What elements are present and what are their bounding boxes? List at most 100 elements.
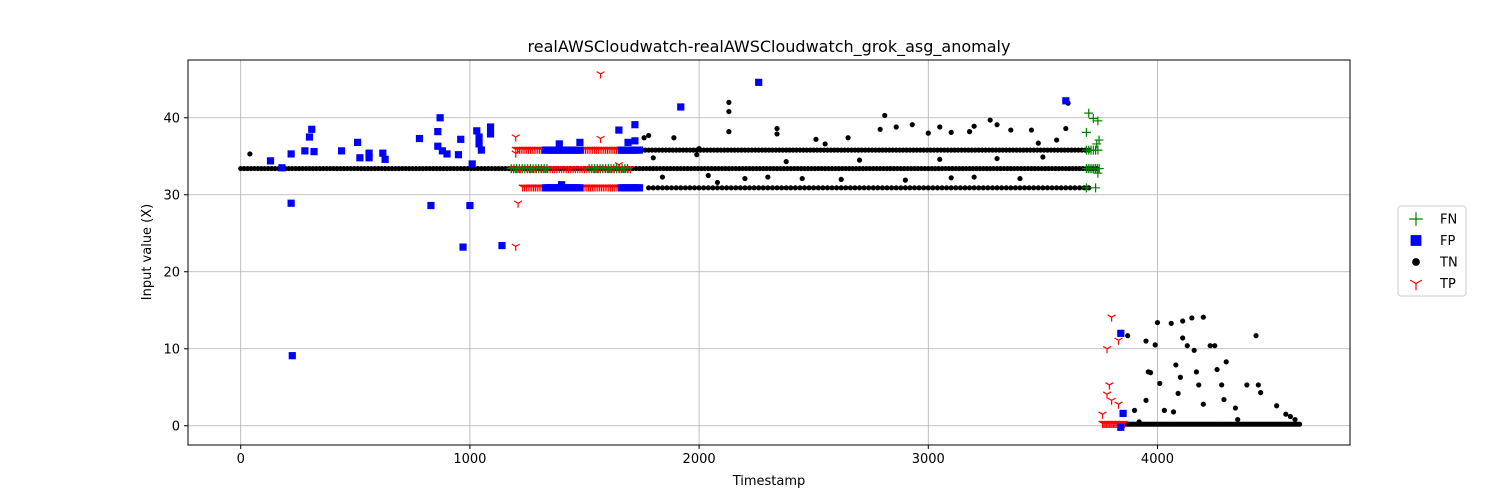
tn-point xyxy=(779,185,785,191)
tn-point xyxy=(882,112,888,119)
tn-point xyxy=(1063,125,1069,132)
tn-point xyxy=(678,185,684,191)
tn-point xyxy=(641,135,647,141)
tn-point xyxy=(646,132,652,139)
legend-marker-fp xyxy=(1410,235,1422,246)
tn-point xyxy=(971,185,977,191)
tn-point xyxy=(1161,407,1167,413)
tn-point xyxy=(1072,185,1078,191)
fp-point xyxy=(555,140,563,148)
fp-point xyxy=(477,146,485,154)
fp-point xyxy=(755,78,763,86)
tn-point xyxy=(856,157,863,163)
y-tick-label: 30 xyxy=(163,188,180,203)
tn-point xyxy=(797,185,803,191)
tn-point xyxy=(1253,333,1259,339)
tn-point xyxy=(893,124,899,130)
legend-label-tn: TN xyxy=(1439,256,1458,271)
tn-point xyxy=(1232,405,1239,411)
fp-point xyxy=(1119,409,1127,418)
tn-point xyxy=(1044,185,1051,191)
tn-point xyxy=(1274,403,1280,409)
tn-point xyxy=(1235,416,1241,423)
series-tp xyxy=(506,71,1129,428)
tn-point xyxy=(845,135,851,141)
tn-point xyxy=(1175,390,1181,397)
tn-point xyxy=(1154,319,1161,326)
fn-point xyxy=(1094,135,1104,145)
fp-point xyxy=(576,184,584,192)
tn-point xyxy=(650,155,656,161)
tn-point xyxy=(911,185,918,191)
tn-point xyxy=(893,185,899,191)
fp-point xyxy=(266,157,275,165)
tp-point xyxy=(511,134,520,142)
tn-point xyxy=(1200,314,1206,320)
tn-point xyxy=(737,185,743,191)
tn-point xyxy=(921,185,927,191)
tn-point xyxy=(1031,185,1037,191)
tn-point xyxy=(898,185,904,191)
tn-point xyxy=(1040,185,1046,191)
tn-point xyxy=(1207,343,1213,349)
tn-point xyxy=(930,185,936,191)
tn-point xyxy=(668,185,675,191)
tn-point xyxy=(247,151,253,157)
tn-point xyxy=(659,185,666,191)
tp-point xyxy=(1114,401,1123,409)
tn-point xyxy=(691,185,698,191)
tn-point xyxy=(1244,382,1250,388)
grid-lines xyxy=(188,60,1350,445)
fp-point xyxy=(498,241,506,250)
tn-point xyxy=(879,185,886,191)
tn-point xyxy=(1200,401,1206,407)
fp-point xyxy=(365,149,373,157)
tp-point xyxy=(596,135,605,144)
tn-point xyxy=(966,129,973,135)
tn-point xyxy=(1054,185,1060,191)
legend-label-fn: FN xyxy=(1440,213,1457,228)
tn-point xyxy=(1067,185,1073,191)
fp-point xyxy=(635,184,644,192)
tn-point xyxy=(877,126,883,132)
tn-point xyxy=(1148,370,1154,376)
tn-point xyxy=(726,108,732,115)
tn-point xyxy=(1292,416,1298,423)
tn-point xyxy=(994,155,1000,162)
tn-point xyxy=(1008,127,1014,133)
tn-point xyxy=(801,185,808,191)
fp-point xyxy=(278,164,286,172)
tn-point xyxy=(976,185,982,191)
tn-point xyxy=(989,185,996,191)
tn-point xyxy=(1221,396,1227,403)
fp-point xyxy=(365,154,373,162)
tp-point xyxy=(1102,345,1112,354)
tn-point xyxy=(1287,413,1294,420)
tn-point xyxy=(838,176,844,182)
tp-point xyxy=(1107,397,1116,405)
tp-point xyxy=(511,243,520,251)
fp-point xyxy=(459,243,467,251)
tn-point xyxy=(1017,185,1023,191)
fp-point xyxy=(434,142,442,150)
fp-point xyxy=(1117,329,1125,337)
fp-point xyxy=(457,135,465,143)
chart-title: realAWSCloudwatch-realAWSCloudwatch_grok… xyxy=(528,37,1011,57)
fp-point xyxy=(308,125,316,133)
tn-point xyxy=(834,185,840,191)
fp-point xyxy=(438,147,447,155)
fp-point xyxy=(354,138,362,146)
tn-point xyxy=(1136,419,1142,425)
series-tn xyxy=(238,99,1303,427)
fp-point xyxy=(486,130,495,138)
tn-point xyxy=(705,185,711,191)
fp-point xyxy=(287,150,295,158)
tn-point xyxy=(733,185,739,191)
fp-point xyxy=(305,133,314,141)
tn-point xyxy=(1180,335,1186,341)
tn-point xyxy=(1152,342,1158,348)
tn-point xyxy=(934,185,941,191)
fp-point xyxy=(454,151,463,159)
tn-point xyxy=(1063,185,1069,191)
